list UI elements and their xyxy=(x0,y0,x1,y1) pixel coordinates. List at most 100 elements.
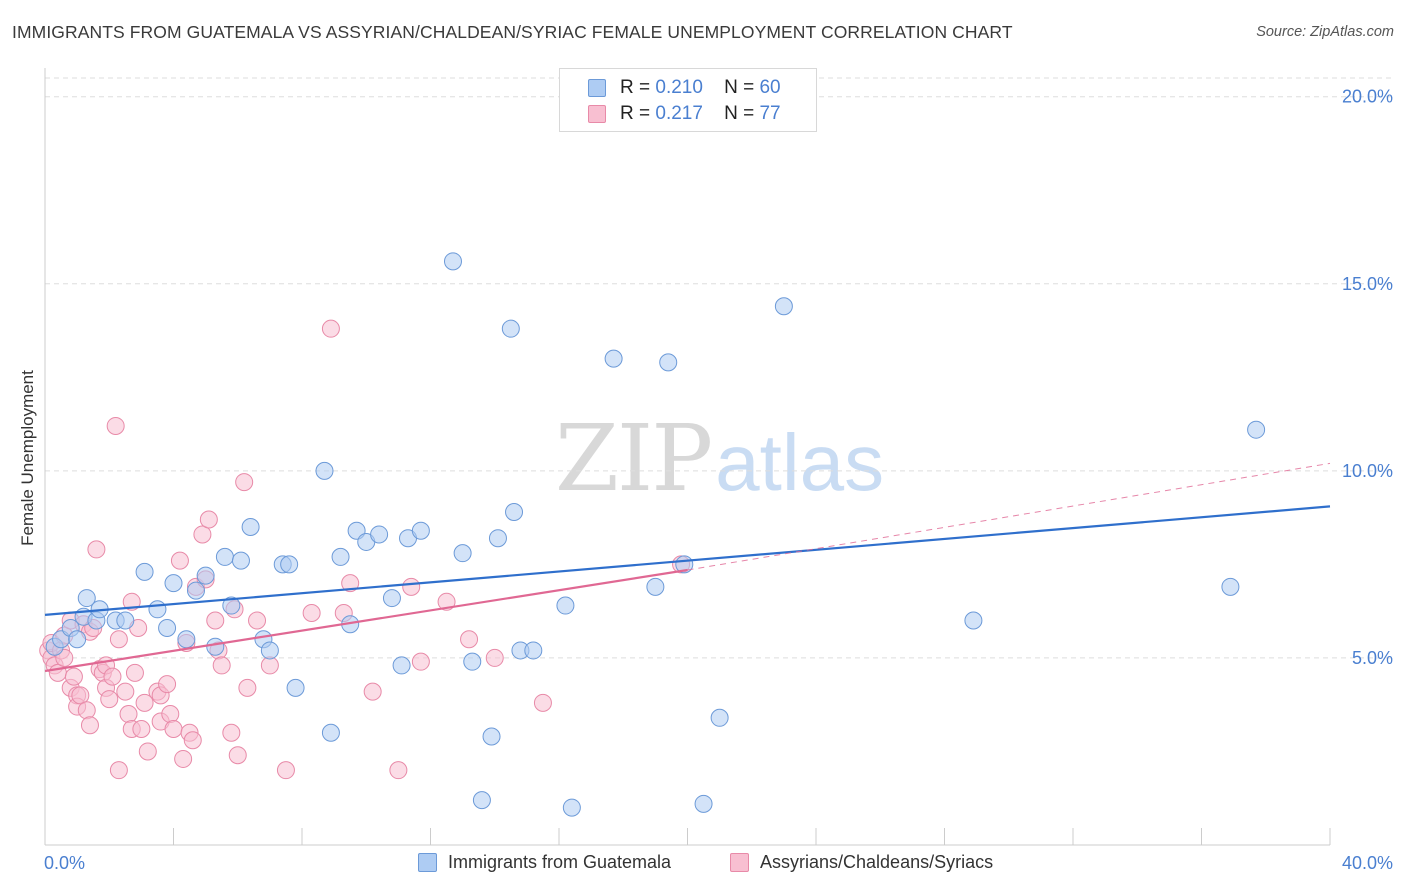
data-point-guatemala xyxy=(164,574,183,593)
trend-line-assyrians-extension xyxy=(687,462,1331,571)
data-point-guatemala xyxy=(135,562,154,581)
data-point-guatemala xyxy=(206,637,225,656)
data-point-assyrians xyxy=(103,667,122,686)
data-point-guatemala xyxy=(1221,577,1240,596)
data-point-assyrians xyxy=(460,630,479,649)
series-guatemala-points xyxy=(45,252,1266,817)
data-point-assyrians xyxy=(132,720,151,739)
data-point-assyrians xyxy=(161,705,180,724)
x-tick-label: 40.0% xyxy=(1342,853,1393,873)
legend-label: Assyrians/Chaldeans/Syriacs xyxy=(760,852,994,872)
data-point-guatemala xyxy=(315,461,334,480)
data-point-guatemala xyxy=(241,517,260,536)
data-point-assyrians xyxy=(235,473,254,492)
r-label: R = xyxy=(620,103,651,124)
data-point-guatemala xyxy=(505,503,524,522)
trend-line-guatemala xyxy=(44,505,1331,616)
data-point-guatemala xyxy=(196,566,215,585)
data-point-assyrians xyxy=(212,656,231,675)
data-point-assyrians xyxy=(485,648,504,667)
data-point-assyrians xyxy=(238,678,257,697)
data-point-assyrians xyxy=(164,720,183,739)
data-point-assyrians xyxy=(122,592,141,611)
data-point-assyrians xyxy=(363,682,382,701)
data-point-assyrians xyxy=(341,574,360,593)
stats-text: R = 0.210 N = 60 xyxy=(620,77,781,99)
data-point-assyrians xyxy=(109,630,128,649)
chart-title: IMMIGRANTS FROM GUATEMALA VS ASSYRIAN/CH… xyxy=(12,22,1013,42)
tick-labels: 5.0% 10.0% 15.0% 20.0% 0.0% 40.0% xyxy=(44,87,1393,873)
r-value: 0.210 xyxy=(655,77,703,98)
trend-line-assyrians xyxy=(44,568,688,673)
source-label[interactable]: Source: ZipAtlas.com xyxy=(1256,24,1394,40)
data-point-guatemala xyxy=(77,589,96,608)
data-point-guatemala xyxy=(186,581,205,600)
data-point-guatemala xyxy=(774,297,793,316)
data-point-assyrians xyxy=(206,611,225,630)
data-point-guatemala xyxy=(710,708,729,727)
data-point-guatemala xyxy=(260,641,279,660)
data-point-assyrians xyxy=(389,761,408,780)
data-point-guatemala xyxy=(482,727,501,746)
data-point-guatemala xyxy=(392,656,411,675)
n-value: 60 xyxy=(759,77,781,98)
legend-swatch-pink xyxy=(588,105,606,123)
data-point-assyrians xyxy=(87,540,106,559)
data-point-assyrians xyxy=(125,663,144,682)
data-point-assyrians xyxy=(80,716,99,735)
y-tick-label: 10.0% xyxy=(1342,461,1393,481)
data-point-assyrians xyxy=(321,319,340,338)
data-point-assyrians xyxy=(77,701,96,720)
data-point-assyrians xyxy=(135,693,154,712)
data-point-assyrians xyxy=(119,705,138,724)
axes xyxy=(44,68,1331,846)
data-point-assyrians xyxy=(248,611,267,630)
data-point-guatemala xyxy=(604,349,623,368)
data-point-guatemala xyxy=(286,678,305,697)
n-label: N = xyxy=(724,103,755,124)
data-point-guatemala xyxy=(222,596,241,615)
data-point-guatemala xyxy=(177,630,196,649)
data-point-assyrians xyxy=(228,746,247,765)
data-point-guatemala xyxy=(231,551,250,570)
data-point-assyrians xyxy=(170,551,189,570)
legend-label: Immigrants from Guatemala xyxy=(448,852,672,872)
data-point-assyrians xyxy=(260,656,279,675)
gridlines xyxy=(45,77,1392,659)
data-point-assyrians xyxy=(193,525,212,544)
data-point-assyrians xyxy=(222,723,241,742)
data-point-guatemala xyxy=(148,600,167,619)
n-label: N = xyxy=(724,77,755,98)
data-point-guatemala xyxy=(562,798,581,817)
r-value: 0.217 xyxy=(655,103,703,124)
data-point-guatemala xyxy=(116,611,135,630)
data-point-guatemala xyxy=(501,319,520,338)
data-point-assyrians xyxy=(174,749,193,768)
data-point-assyrians xyxy=(100,690,119,709)
data-point-assyrians xyxy=(116,682,135,701)
data-point-guatemala xyxy=(158,618,177,637)
data-point-guatemala xyxy=(1247,420,1266,439)
data-point-guatemala xyxy=(694,794,713,813)
data-point-assyrians xyxy=(138,742,157,761)
data-point-guatemala xyxy=(411,521,430,540)
data-point-assyrians xyxy=(106,416,125,435)
data-point-assyrians xyxy=(437,592,456,611)
data-point-assyrians xyxy=(276,761,295,780)
n-value: 77 xyxy=(759,103,781,124)
y-tick-label: 15.0% xyxy=(1342,274,1393,294)
data-point-assyrians xyxy=(158,675,177,694)
legend-swatch-pink xyxy=(730,853,749,872)
data-point-guatemala xyxy=(646,577,665,596)
data-point-guatemala xyxy=(215,547,234,566)
x-tick-label: 0.0% xyxy=(44,853,85,873)
trend-lines xyxy=(44,462,1331,673)
data-point-guatemala xyxy=(331,547,350,566)
data-point-guatemala xyxy=(370,525,389,544)
data-point-guatemala xyxy=(382,589,401,608)
data-point-assyrians xyxy=(402,577,421,596)
data-point-guatemala xyxy=(280,555,299,574)
data-point-guatemala xyxy=(488,529,507,548)
data-point-guatemala xyxy=(443,252,462,271)
